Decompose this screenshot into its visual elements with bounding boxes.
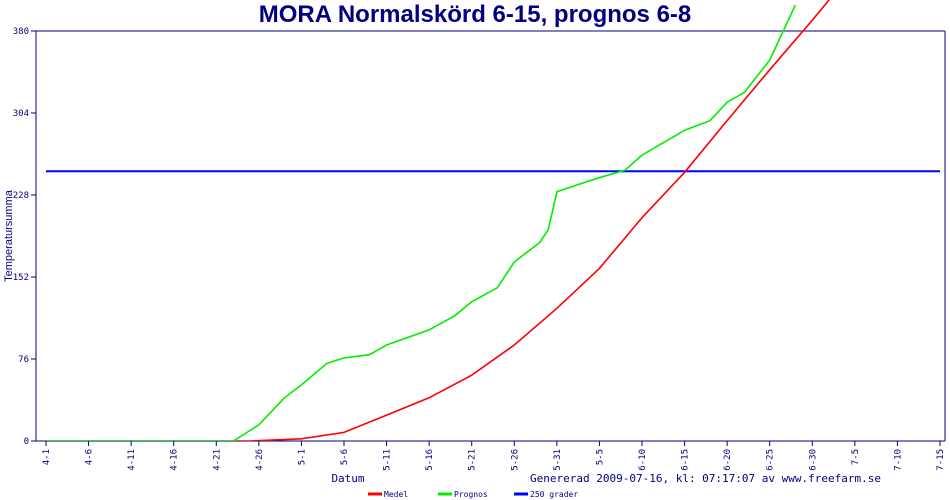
chart-title: MORA Normalskörd 6-15, prognos 6-8 — [258, 1, 692, 28]
y-tick-label: 228 — [13, 191, 29, 201]
y-tick-label: 0 — [24, 437, 29, 447]
y-tick-label: 76 — [18, 355, 29, 365]
x-tick-label: 4-11 — [127, 449, 137, 471]
x-tick-label: 5-16 — [425, 449, 435, 471]
legend-label: Medel — [384, 490, 408, 499]
x-tick-label: 5-31 — [553, 449, 563, 471]
y-tick-label: 304 — [13, 109, 29, 119]
x-tick-label: 5-6 — [340, 449, 350, 465]
footer-text: Genererad 2009-07-16, kl: 07:17:07 av ww… — [530, 472, 881, 485]
x-tick-label: 4-16 — [170, 449, 180, 471]
y-axis-label: Temperatursumma — [3, 189, 15, 282]
legend-label: 250 grader — [530, 490, 578, 499]
y-tick-label: 152 — [13, 273, 29, 283]
x-tick-label: 7-10 — [893, 449, 903, 471]
x-tick-label: 6-10 — [638, 449, 648, 471]
x-tick-label: 5-26 — [510, 449, 520, 471]
x-tick-label: 6-30 — [808, 449, 818, 471]
x-tick-label: 4-26 — [255, 449, 265, 471]
x-tick-label: 4-6 — [85, 449, 95, 465]
y-tick-label: 380 — [13, 27, 29, 37]
x-tick-label: 4-1 — [42, 449, 52, 465]
x-tick-label: 5-5 — [595, 449, 605, 465]
legend-label: Prognos — [454, 490, 488, 499]
x-tick-label: 6-25 — [766, 449, 776, 471]
x-tick-label: 7-5 — [851, 449, 861, 465]
series-line-medel — [46, 0, 830, 441]
series-line-prognos — [46, 4, 797, 441]
x-tick-label: 6-15 — [681, 449, 691, 471]
x-tick-label: 7-15 — [936, 449, 946, 471]
x-tick-label: 5-11 — [383, 449, 393, 471]
x-axis-label: Datum — [331, 472, 364, 485]
x-tick-label: 5-21 — [468, 449, 478, 471]
x-tick-label: 5-1 — [297, 449, 307, 465]
x-tick-label: 4-21 — [212, 449, 222, 471]
x-tick-label: 6-20 — [723, 449, 733, 471]
